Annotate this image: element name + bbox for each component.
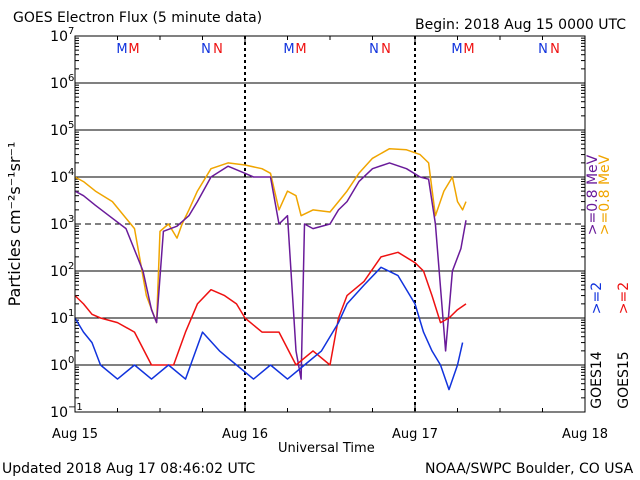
y-tick-base: 10 [50,29,68,45]
series-layer [74,147,467,391]
series-line-0 [74,147,467,324]
y-tick-exponent: 4 [68,167,74,178]
marker-n: N [213,42,223,57]
y-tick-base: 10 [50,217,68,233]
legend-entry: >=2 [616,282,632,314]
marker-m: M [128,42,139,57]
y-tick-label: 10 2 [50,261,74,280]
marker-m: M [283,42,294,57]
y-tick-label: 10 4 [50,167,74,186]
series-line-2 [74,251,467,366]
y-tick-exponent: 7 [68,26,74,37]
y-tick-base: 10 [50,264,68,280]
y-tick-base: 10 [50,405,68,421]
y-tick-label: 10 −1 [50,402,83,421]
y-tick-label: 10 6 [50,73,74,92]
series-line-3 [74,266,464,391]
y-tick-exponent: 6 [68,73,74,84]
y-tick-base: 10 [50,170,68,186]
x-tick-label: Aug 15 [52,427,98,442]
marker-m: M [116,42,127,57]
y-tick-label: 10 0 [50,355,74,374]
y-tick-exponent: 0 [68,355,74,366]
y-tick-label: 10 7 [50,26,74,45]
right-legend: >=0.8 MeV>=0.8 MeV >=2 >=2 GOES15 GOES14 [585,154,632,408]
marker-m: M [295,42,306,57]
x-tick-label: Aug 17 [392,427,438,442]
legend-entry: GOES14 [589,351,605,409]
y-tick-base: 10 [50,123,68,139]
marker-n: N [369,42,379,57]
y-tick-label: 10 3 [50,214,74,233]
marker-n: N [201,42,211,57]
marker-n: N [550,42,560,57]
x-tick-label: Aug 16 [222,427,268,442]
y-axis-label: Particles cm⁻²s⁻¹sr⁻¹ [5,142,24,307]
x-axis-label: Universal Time [278,441,375,456]
legend-entry: GOES15 [616,351,632,408]
chart-title: GOES Electron Flux (5 minute data) [13,10,263,26]
y-tick-base: 10 [50,358,68,374]
y-tick-base: 10 [50,311,68,327]
marker-n: N [538,42,548,57]
plot-frame [74,35,586,413]
legend-entry: >=0.8 MeV [585,154,601,235]
marker-m: M [463,42,474,57]
y-tick-exponent: −1 [68,402,83,413]
credit-line: NOAA/SWPC Boulder, CO USA [425,461,634,477]
marker-n: N [381,42,391,57]
updated-timestamp: Updated 2018 Aug 17 08:46:02 UTC [2,461,256,477]
marker-m: M [451,42,462,57]
y-tick-exponent: 1 [68,308,74,319]
y-tick-label: 10 5 [50,120,74,139]
series-line-1 [74,162,467,380]
y-tick-exponent: 5 [68,120,74,131]
y-tick-exponent: 2 [68,261,74,272]
begin-time: Begin: 2018 Aug 15 0000 UTC [415,17,626,33]
x-tick-label: Aug 18 [562,427,608,442]
y-tick-label: 10 1 [50,308,74,327]
y-tick-exponent: 3 [68,214,74,225]
x-tick-labels: Aug 15 Aug 16 Aug 17 Aug 18 [52,427,608,442]
y-tick-base: 10 [50,76,68,92]
legend-entry: >=0.8 MeV [597,154,613,235]
legend-entry: >=2 [589,282,605,314]
